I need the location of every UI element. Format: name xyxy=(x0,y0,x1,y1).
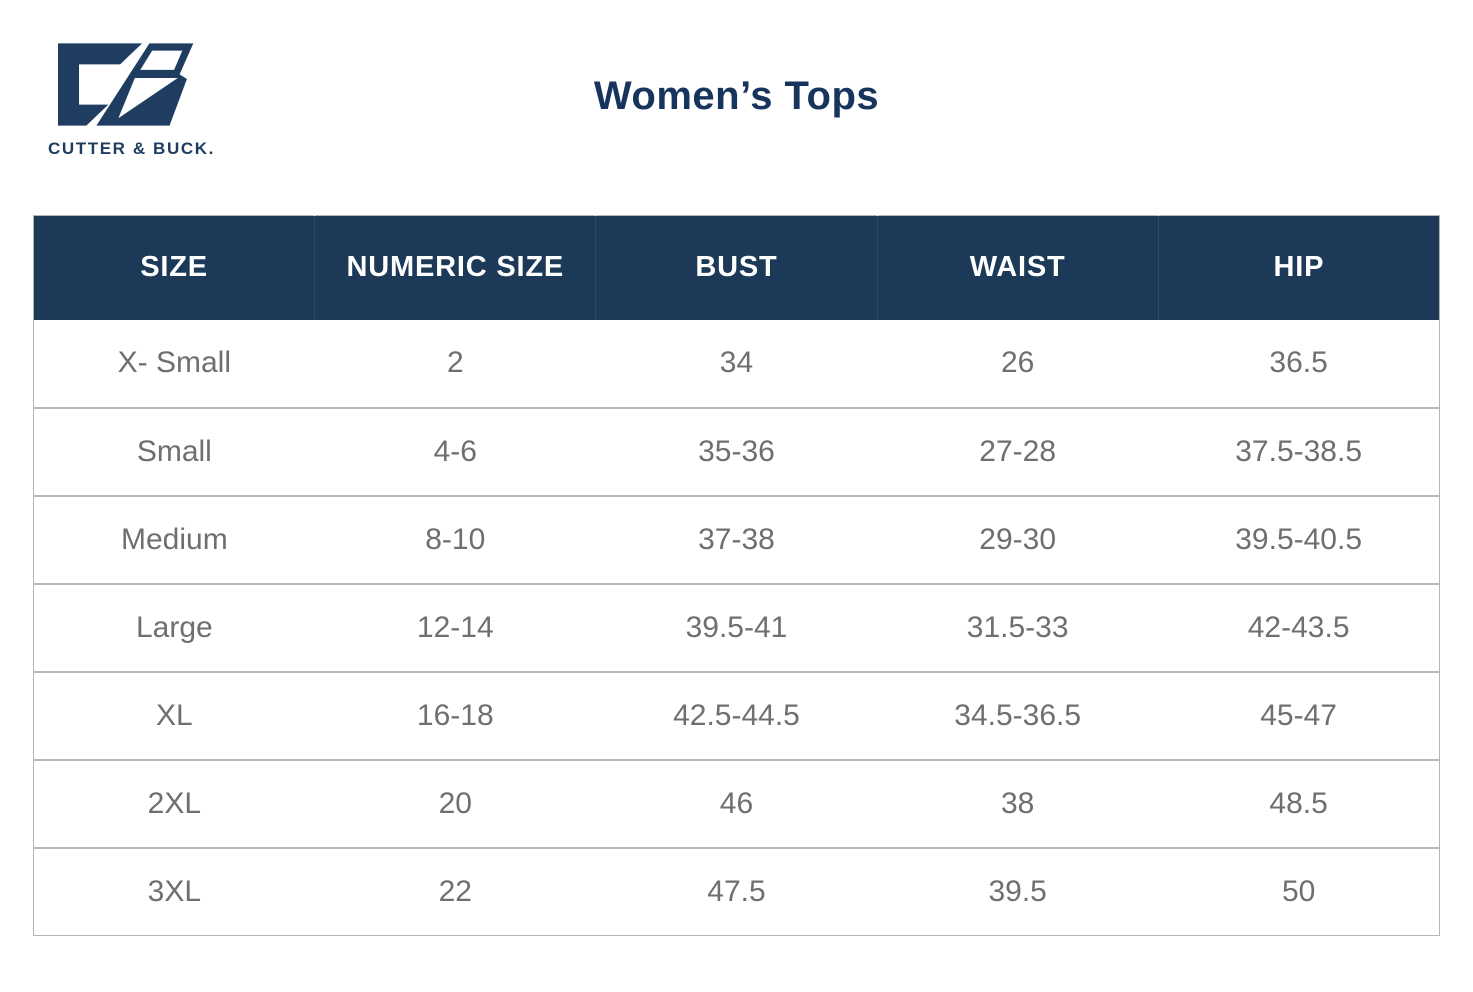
table-cell: 31.5-33 xyxy=(877,582,1159,672)
table-cell: 42.5-44.5 xyxy=(595,670,878,760)
table-cell: 20 xyxy=(314,758,596,848)
table-row: Medium 8-10 37-38 29-30 39.5-40.5 xyxy=(33,494,1440,584)
table-cell: 50 xyxy=(1158,846,1440,936)
table-row: 3XL 22 47.5 39.5 50 xyxy=(33,846,1440,936)
table-cell: 12-14 xyxy=(314,582,596,672)
table-cell: XL xyxy=(33,670,315,760)
table-cell: 2 xyxy=(314,319,596,408)
table-cell: 26 xyxy=(877,319,1159,408)
table-cell: 46 xyxy=(595,758,878,848)
page-title: Women’s Tops xyxy=(593,74,880,118)
table-cell: 35-36 xyxy=(595,406,878,496)
table-row: 2XL 20 46 38 48.5 xyxy=(33,758,1440,848)
table-cell: 2XL xyxy=(33,758,315,848)
size-chart-table: SIZE NUMERIC SIZE BUST WAIST HIP X- Smal… xyxy=(33,215,1440,936)
table-cell: 47.5 xyxy=(595,846,878,936)
table-cell: 34 xyxy=(595,319,878,408)
table-row: Small 4-6 35-36 27-28 37.5-38.5 xyxy=(33,406,1440,496)
table-cell: 48.5 xyxy=(1158,758,1440,848)
table-cell: 8-10 xyxy=(314,494,596,584)
table-row: XL 16-18 42.5-44.5 34.5-36.5 45-47 xyxy=(33,670,1440,760)
table-cell: 38 xyxy=(877,758,1159,848)
brand-block: CUTTER & BUCK. xyxy=(48,36,215,159)
table-cell: 39.5 xyxy=(877,846,1159,936)
size-chart-body: X- Small 2 34 26 36.5 Small 4-6 35-36 27-28 37.5-… xyxy=(33,319,1440,936)
table-cell: 39.5-40.5 xyxy=(1158,494,1440,584)
table-cell: 3XL xyxy=(33,846,315,936)
header-row: SIZE NUMERIC SIZE BUST WAIST HIP xyxy=(33,215,1440,320)
column-header-waist: WAIST xyxy=(876,215,1159,320)
table-cell: 37-38 xyxy=(595,494,878,584)
table-cell: 39.5-41 xyxy=(595,582,878,672)
cutter-buck-logo-icon xyxy=(58,43,194,126)
table-row: Large 12-14 39.5-41 31.5-33 42-43.5 xyxy=(33,582,1440,672)
table-cell: 29-30 xyxy=(877,494,1159,584)
table-cell: 4-6 xyxy=(314,406,596,496)
table-cell: 45-47 xyxy=(1158,670,1440,760)
table-cell: 37.5-38.5 xyxy=(1158,406,1440,496)
column-header-numeric-size: NUMERIC SIZE xyxy=(314,215,596,320)
column-header-bust: BUST xyxy=(595,215,878,320)
size-chart-header: SIZE NUMERIC SIZE BUST WAIST HIP xyxy=(33,215,1440,320)
brand-wordmark: CUTTER & BUCK. xyxy=(48,139,215,158)
table-cell: Small xyxy=(33,406,315,496)
table-cell: 42-43.5 xyxy=(1158,582,1440,672)
column-header-size: SIZE xyxy=(33,215,315,320)
table-cell: 36.5 xyxy=(1158,319,1440,408)
table-cell: Large xyxy=(33,582,315,672)
table-cell: 16-18 xyxy=(314,670,596,760)
table-row: X- Small 2 34 26 36.5 xyxy=(33,319,1440,408)
table-cell: Medium xyxy=(33,494,315,584)
table-cell: 34.5-36.5 xyxy=(877,670,1159,760)
table-cell: X- Small xyxy=(33,319,315,408)
table-cell: 27-28 xyxy=(877,406,1159,496)
table-cell: 22 xyxy=(314,846,596,936)
column-header-hip: HIP xyxy=(1157,215,1440,320)
